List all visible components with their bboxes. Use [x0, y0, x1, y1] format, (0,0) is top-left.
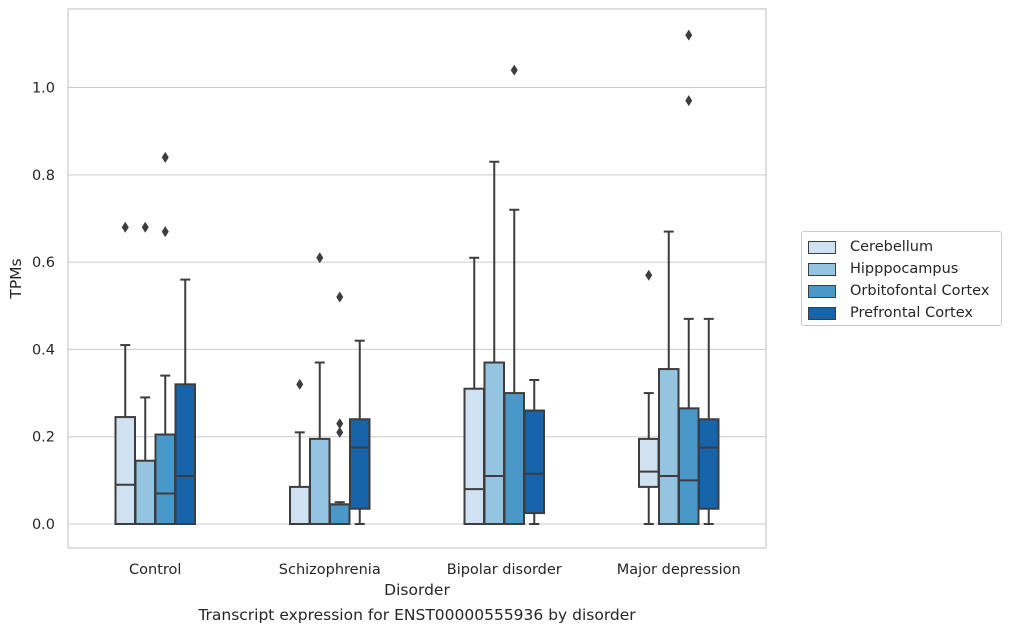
outlier-point	[510, 64, 518, 76]
box-major-depression-hipppocampus	[658, 230, 680, 525]
box-body	[114, 416, 136, 525]
box-body	[329, 503, 351, 525]
y-tick-label: 0.8	[32, 168, 55, 184]
legend-label-cerebellum: Cerebellum	[850, 239, 934, 255]
box-body	[154, 433, 176, 525]
box-body	[289, 485, 311, 525]
box-body	[698, 418, 720, 510]
y-tick-label: 0.0	[32, 517, 55, 533]
legend-item-hipppocampus: Hipppocampus	[808, 260, 958, 278]
x-tick-label: Bipolar disorder	[447, 562, 562, 578]
legend: Cerebellum Hipppocampus Orbitofontal Cor…	[801, 231, 1002, 326]
box-body	[134, 459, 156, 525]
outlier-point	[161, 226, 169, 238]
legend-label-prefrontal-cortex: Prefrontal Cortex	[850, 305, 973, 321]
box-schizophrenia-hipppocampus	[309, 252, 331, 525]
x-tick-label: Schizophrenia	[279, 562, 381, 578]
box-body	[638, 437, 660, 488]
outlier-point	[685, 29, 693, 41]
box-body	[678, 407, 700, 525]
outlier-point	[316, 252, 324, 264]
outlier-point	[141, 221, 149, 233]
legend-label-hipppocampus: Hipppocampus	[850, 261, 959, 277]
chart-caption: Transcript expression for ENST0000055593…	[198, 606, 636, 624]
x-tick-label: Control	[129, 562, 181, 578]
x-axis-label: Disorder	[384, 581, 450, 599]
outlier-point	[336, 291, 344, 303]
x-tick-label: Major depression	[617, 562, 741, 578]
outlier-point	[336, 418, 344, 430]
box-body	[658, 368, 680, 525]
legend-swatch-orbitofontal-cortex	[808, 284, 836, 298]
box-body	[463, 387, 485, 525]
legend-item-cerebellum: Cerebellum	[808, 238, 933, 256]
y-axis-label: TPMs	[7, 258, 25, 299]
legend-swatch-prefrontal-cortex	[808, 306, 836, 320]
outlier-point	[685, 95, 693, 107]
box-body	[349, 418, 371, 510]
outlier-point	[645, 269, 653, 281]
outlier-point	[121, 221, 129, 233]
y-tick-label: 0.4	[32, 342, 55, 358]
box-control-cerebellum	[114, 221, 136, 525]
legend-swatch-hipppocampus	[808, 262, 836, 276]
box-bipolar-disorder-cerebellum	[463, 256, 485, 525]
box-schizophrenia-orbitofontal-cortex	[329, 291, 351, 525]
box-body	[309, 437, 331, 525]
outlier-point	[161, 151, 169, 163]
box-bipolar-disorder-prefrontal-cortex	[523, 378, 545, 525]
box-schizophrenia-cerebellum	[289, 378, 311, 525]
outlier-point	[296, 378, 304, 390]
box-body	[503, 392, 525, 525]
box-bipolar-disorder-orbitofontal-cortex	[503, 64, 525, 525]
box-body	[523, 409, 545, 515]
outlier-point	[336, 426, 344, 438]
legend-item-prefrontal-cortex: Prefrontal Cortex	[808, 304, 973, 322]
legend-swatch-cerebellum	[808, 240, 836, 254]
y-tick-label: 0.6	[32, 255, 55, 271]
box-control-hipppocampus	[134, 221, 156, 525]
legend-label-orbitofontal-cortex: Orbitofontal Cortex	[850, 283, 990, 299]
y-tick-label: 1.0	[32, 81, 55, 97]
box-major-depression-orbitofontal-cortex	[678, 29, 700, 525]
box-major-depression-prefrontal-cortex	[698, 317, 720, 525]
box-bipolar-disorder-hipppocampus	[483, 160, 505, 525]
box-body	[483, 361, 505, 525]
box-schizophrenia-prefrontal-cortex	[349, 339, 371, 525]
box-control-prefrontal-cortex	[174, 278, 196, 525]
y-tick-label: 0.2	[32, 430, 55, 446]
legend-item-orbitofontal-cortex: Orbitofontal Cortex	[808, 282, 989, 300]
box-major-depression-cerebellum	[638, 269, 660, 525]
box-body	[174, 383, 196, 525]
